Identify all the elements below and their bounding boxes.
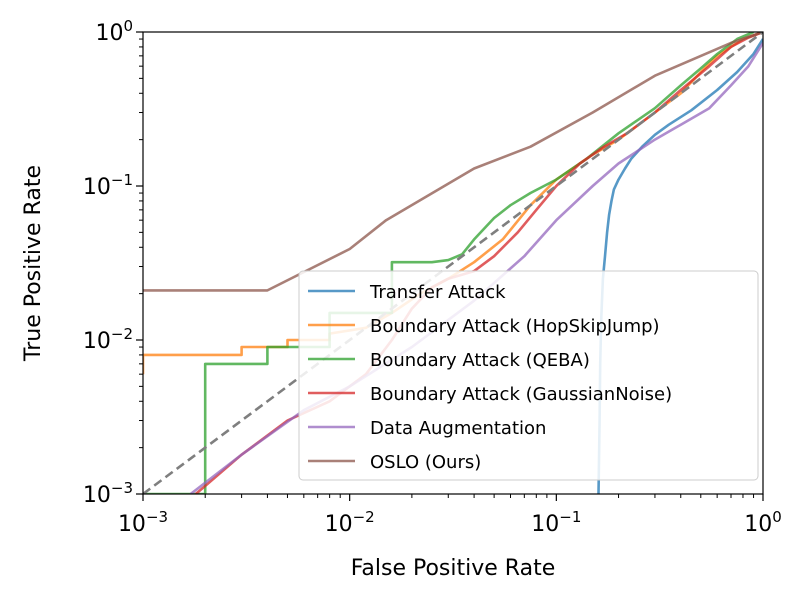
x-tick-label: 10−3 [118,508,168,537]
y-tick-label: 10−2 [83,325,133,354]
y-tick-label: 10−3 [83,479,133,508]
legend-entry-label: Data Augmentation [370,418,546,439]
x-tick-label: 100 [744,508,782,537]
y-axis-ticks: 10−3 10−2 10−1 100 [83,17,143,508]
legend-entry-label: Boundary Attack (HopSkipJump) [370,316,660,337]
y-tick-label: 10−1 [83,171,133,200]
series-line-boundary-attack-qeba [143,32,755,494]
x-axis-ticks: 10−3 10−2 10−1 100 [118,494,782,537]
series-line-oslo-ours [143,32,763,292]
legend-entry-label: Boundary Attack (GaussianNoise) [370,384,672,405]
chance-diagonal-line [143,32,763,494]
legend-entry-label: Boundary Attack (QEBA) [370,350,590,371]
plot-frame [142,31,764,495]
legend-entry-label: OSLO (Ours) [370,452,481,473]
legend-box [298,270,759,481]
legend: Transfer Attack Boundary Attack (HopSkipJ… [298,270,759,481]
x-tick-label: 10−1 [531,508,581,537]
x-tick-label: 10−2 [325,508,375,537]
y-axis-label: True Positive Rate [21,165,46,362]
x-axis-label: False Positive Rate [351,556,555,581]
legend-entry-label: Transfer Attack [369,282,506,303]
y-tick-label: 100 [95,17,133,46]
